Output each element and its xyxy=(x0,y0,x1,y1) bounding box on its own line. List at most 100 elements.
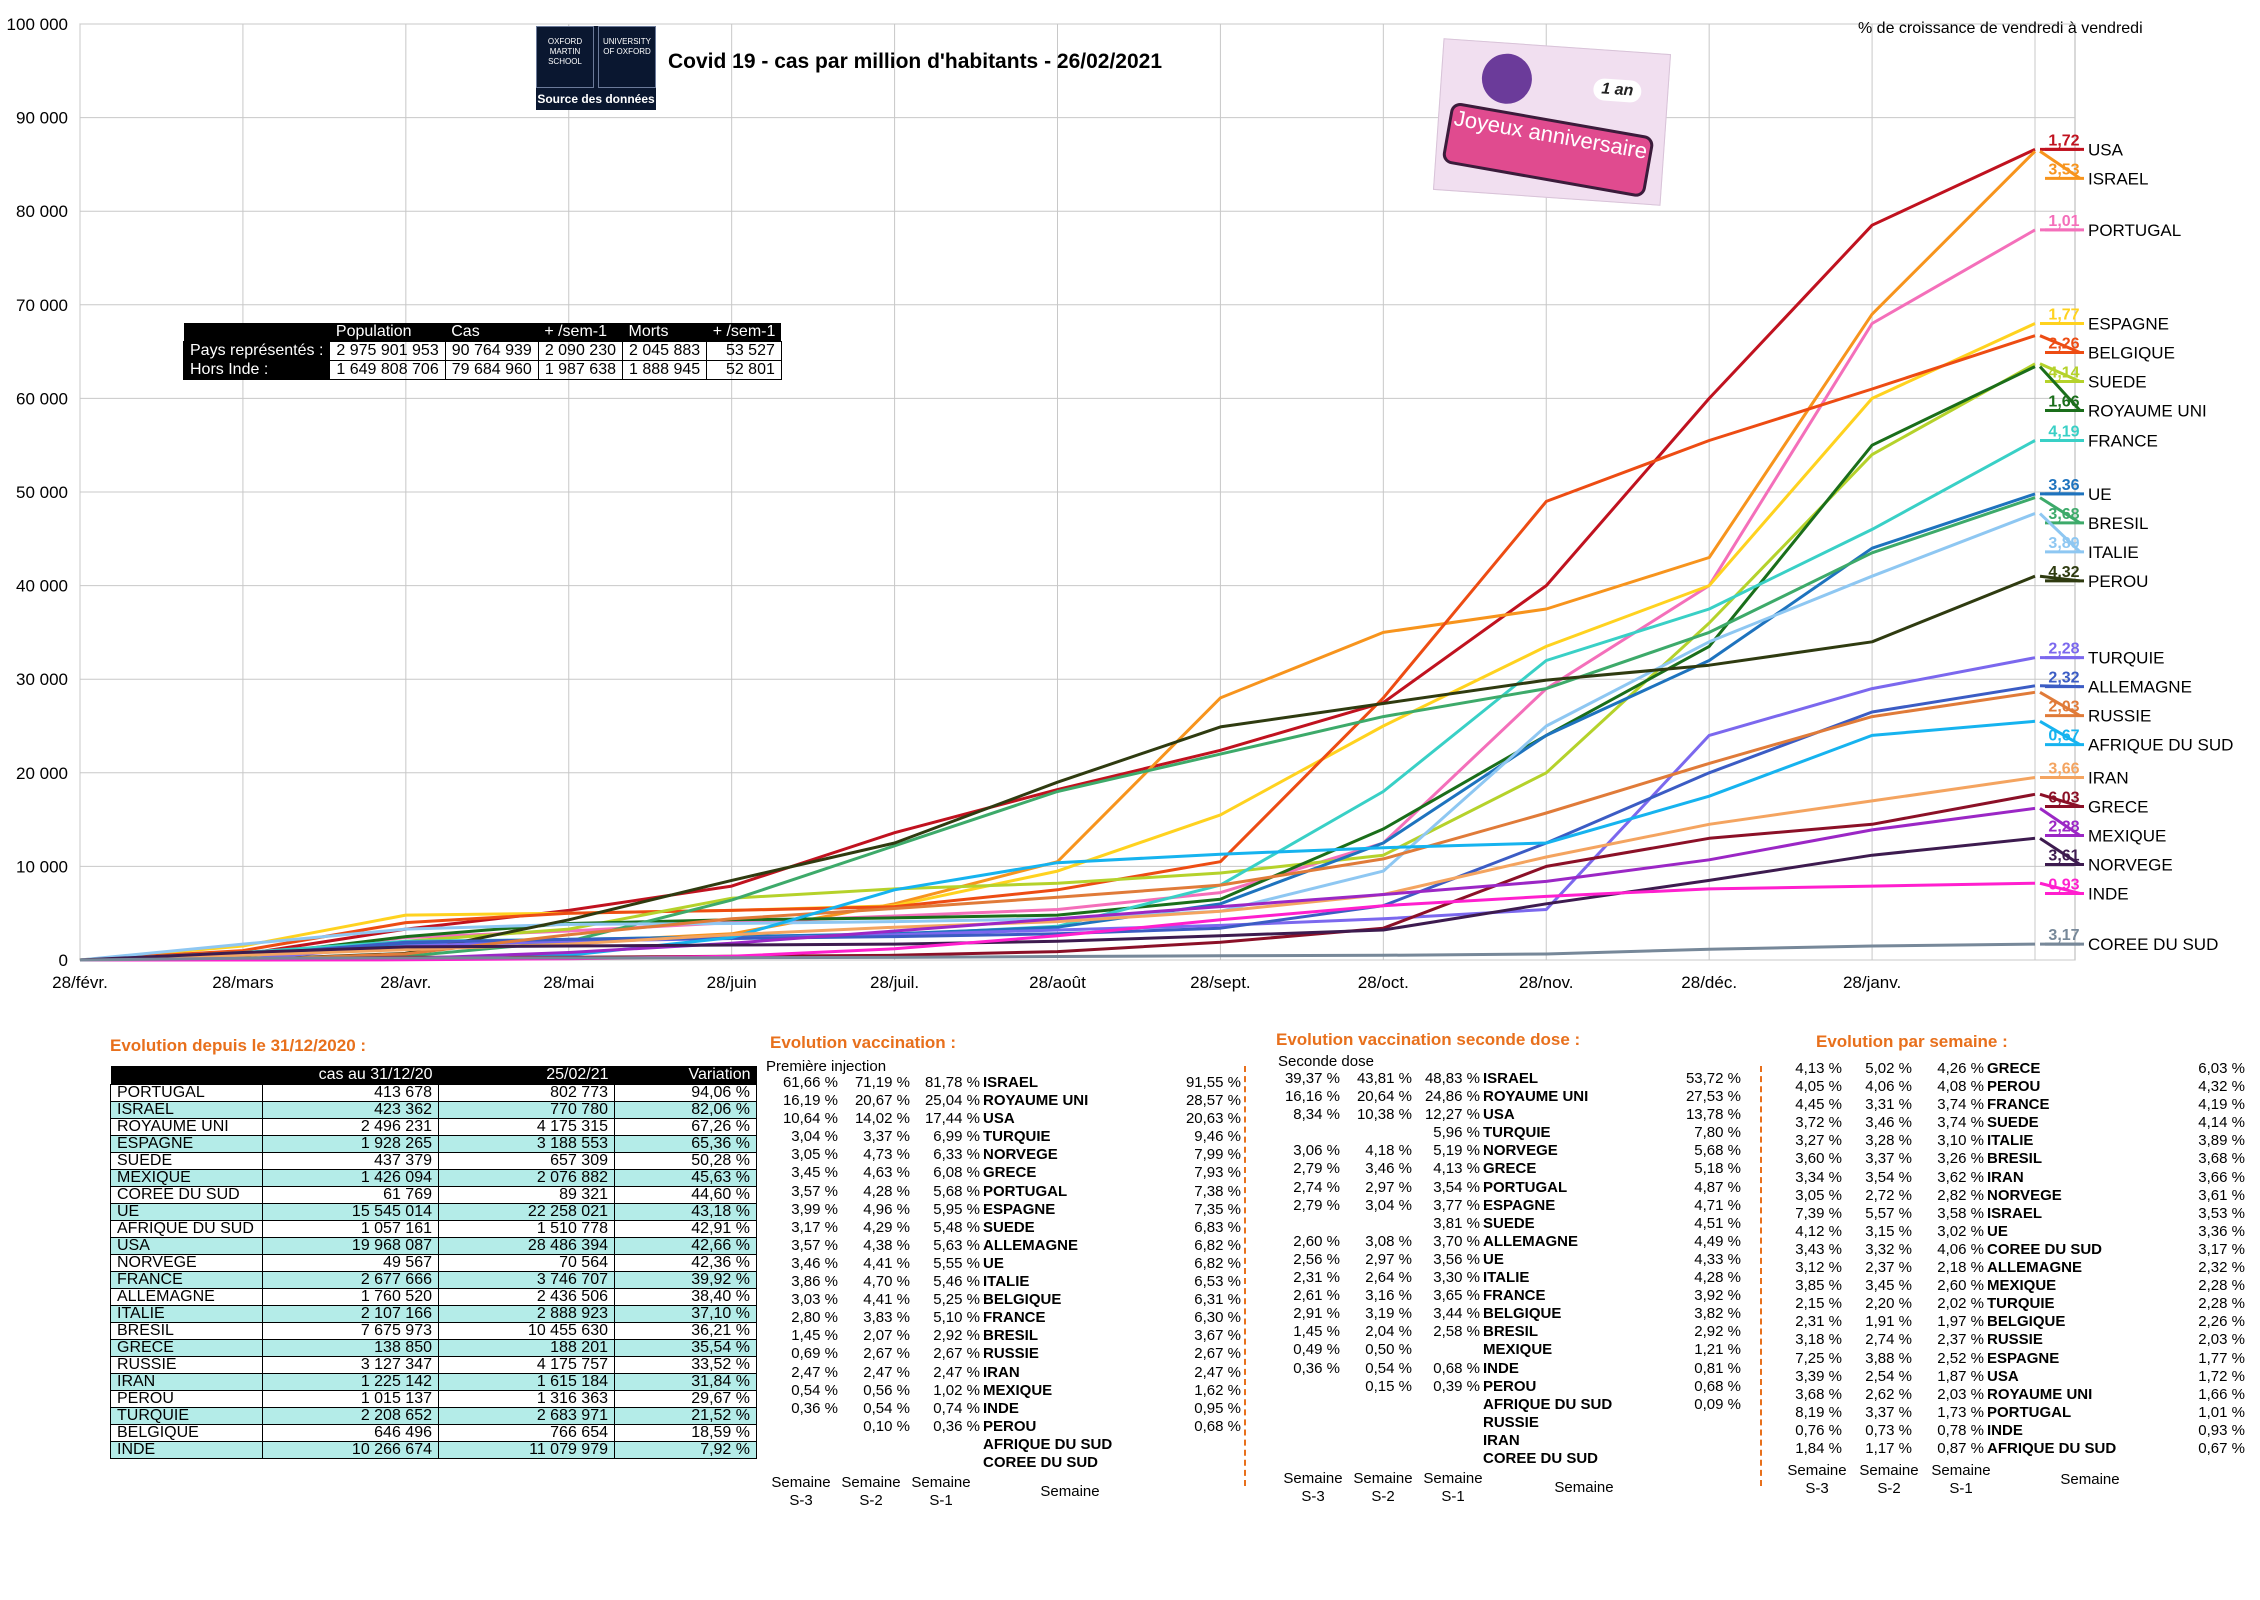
percent-row: 3,85 % 3,45 % 2,60 % MEXIQUE 2,28 % xyxy=(1770,1277,2245,1295)
percent-value: 0,54 % xyxy=(791,1381,838,1399)
series-line xyxy=(79,365,2036,962)
series-growth-label: 1,72 xyxy=(2048,132,2079,149)
percent-value: 1,84 % xyxy=(1795,1439,1842,1457)
percent-value: 6,30 % xyxy=(1194,1309,1241,1327)
evolution-value: 28 486 394 xyxy=(438,1237,615,1255)
week-footer-label: Semaine S-2 xyxy=(1353,1470,1413,1505)
oxford-martin-logo: OXFORD MARTIN SCHOOL xyxy=(536,26,594,88)
percent-value: 3,60 % xyxy=(1795,1150,1842,1168)
percent-country: TURQUIE xyxy=(1483,1124,1551,1142)
series-growth-label: 4,19 xyxy=(2048,424,2079,441)
percent-country: GRECE xyxy=(1987,1060,2041,1077)
percent-value: 3,08 % xyxy=(1365,1232,1412,1250)
separator xyxy=(1244,1066,1246,1486)
percent-value: 3,03 % xyxy=(791,1291,838,1309)
percent-value: 7,99 % xyxy=(1194,1146,1241,1164)
percent-value: 7,39 % xyxy=(1795,1204,1842,1222)
series-end-connector xyxy=(2039,496,2081,525)
evolution-value: 11 079 979 xyxy=(438,1441,615,1459)
percent-value: 3,74 % xyxy=(1937,1114,1984,1132)
percent-value: 6,99 % xyxy=(933,1128,980,1146)
series-growth-label: 3,17 xyxy=(2048,927,2079,944)
percent-value: 3,57 % xyxy=(791,1182,838,1200)
percent-country: ESPAGNE xyxy=(983,1200,1056,1218)
percent-value: 4,29 % xyxy=(863,1218,910,1236)
x-tick-label: 28/août xyxy=(1029,973,1086,992)
percent-value: 2,58 % xyxy=(1433,1323,1480,1341)
evolution-value: 10 266 674 xyxy=(262,1441,439,1459)
series-line xyxy=(79,942,2036,962)
series-name-label: ITALIE xyxy=(2088,543,2139,562)
evolution-country: PORTUGAL xyxy=(110,1084,263,1102)
series-growth-label: 0,93 xyxy=(2048,876,2079,893)
evolution-value: 1 615 184 xyxy=(438,1373,615,1391)
percent-row: 2,79 % 3,46 % 4,13 % GRECE 5,18 % xyxy=(1270,1160,1741,1178)
series-end-labels: 1,72 USA 3,53 ISRAEL 1,01 PORTUGAL 1,77 ESPAGNE… xyxy=(2038,132,2233,954)
percent-value: 3,89 % xyxy=(2198,1132,2245,1150)
percent-value: 0,74 % xyxy=(933,1399,980,1417)
evolution-value: 2 677 666 xyxy=(262,1271,439,1289)
evolution-value: 770 780 xyxy=(438,1101,615,1119)
evolution-value: 3 746 707 xyxy=(438,1271,615,1289)
percent-value: 1,73 % xyxy=(1937,1403,1984,1421)
series-end-connector xyxy=(2039,881,2081,895)
percent-value: 3,46 % xyxy=(1865,1114,1912,1132)
evolution-row: BRESIL 7 675 973 10 455 630 36,21 % xyxy=(110,1322,757,1340)
percent-value: 3,45 % xyxy=(791,1164,838,1182)
percent-value: 3,56 % xyxy=(1433,1250,1480,1268)
series-name-label: TURQUIE xyxy=(2088,649,2165,668)
series-lines xyxy=(79,148,2037,962)
percent-value: 16,16 % xyxy=(1284,1088,1340,1106)
percent-value: 2,79 % xyxy=(1293,1160,1340,1178)
percent-value: 3,04 % xyxy=(791,1128,838,1146)
percent-value: 81,78 % xyxy=(924,1074,980,1091)
percent-country: ROYAUME UNI xyxy=(983,1092,1089,1110)
percent-value xyxy=(1412,1450,1480,1468)
evolution-value: 3 188 553 xyxy=(438,1135,615,1153)
evolution-value: 423 362 xyxy=(262,1101,439,1119)
percent-value: 3,99 % xyxy=(791,1200,838,1218)
oxford-logo: OXFORD MARTIN SCHOOL UNIVERSITY OF OXFOR… xyxy=(536,26,656,110)
percent-row: 3,60 % 3,37 % 3,26 % BRESIL 3,68 % xyxy=(1770,1150,2245,1168)
percent-row: 8,34 % 10,38 % 12,27 % USA 13,78 % xyxy=(1270,1106,1741,1124)
evolution-country: MEXIQUE xyxy=(110,1169,263,1187)
percent-value: 3,27 % xyxy=(1795,1132,1842,1150)
percent-country: ALLEMAGNE xyxy=(983,1236,1078,1254)
percent-value: 3,53 % xyxy=(2198,1204,2245,1222)
percent-country: MEXIQUE xyxy=(1987,1277,2057,1295)
percent-country: IRAN xyxy=(983,1363,1020,1381)
percent-row: 3,17 % 4,29 % 5,48 % SUEDE 6,83 % xyxy=(770,1219,1241,1237)
percent-value xyxy=(1613,1414,1741,1432)
percent-value: 2,61 % xyxy=(1293,1287,1340,1305)
x-tick-label: 28/juin xyxy=(707,973,757,992)
percent-value xyxy=(1340,1124,1412,1142)
percent-value: 2,03 % xyxy=(1937,1385,1984,1403)
percent-value: 5,10 % xyxy=(933,1309,980,1327)
percent-value: 2,47 % xyxy=(791,1363,838,1381)
percent-row: 10,64 % 14,02 % 17,44 % USA 20,63 % xyxy=(770,1110,1241,1128)
percent-value: 4,06 % xyxy=(1937,1240,1984,1258)
vaccination-table: 61,66 % 71,19 % 81,78 % ISRAEL 91,55 % 16,19 … xyxy=(770,1074,1241,1472)
percent-value: 2,32 % xyxy=(2198,1259,2245,1277)
evolution-value: 7 675 973 xyxy=(262,1322,439,1340)
evolution-row: RUSSIE 3 127 347 4 175 757 33,52 % xyxy=(110,1356,757,1374)
series-line xyxy=(79,334,2036,962)
percent-value: 1,91 % xyxy=(1865,1313,1912,1331)
percent-value: 4,49 % xyxy=(1694,1232,1741,1250)
percent-value: 5,25 % xyxy=(933,1291,980,1309)
y-tick-label: 80 000 xyxy=(16,202,68,221)
percent-value xyxy=(1270,1450,1340,1468)
evolution-value: 29,67 % xyxy=(614,1390,757,1408)
evolution-value: 42,66 % xyxy=(614,1237,757,1255)
percent-value: 16,19 % xyxy=(782,1092,838,1110)
series-name-label: INDE xyxy=(2088,884,2129,903)
percent-country: BELGIQUE xyxy=(1987,1313,2066,1331)
percent-value: 3,65 % xyxy=(1433,1287,1480,1305)
percent-value: 3,72 % xyxy=(1795,1114,1842,1132)
percent-value: 5,95 % xyxy=(933,1200,980,1218)
percent-value: 3,16 % xyxy=(1365,1287,1412,1305)
y-tick-label: 0 xyxy=(59,951,68,970)
percent-value: 0,93 % xyxy=(2198,1421,2245,1439)
percent-value: 9,46 % xyxy=(1194,1128,1241,1146)
percent-value: 1,01 % xyxy=(2198,1403,2245,1421)
